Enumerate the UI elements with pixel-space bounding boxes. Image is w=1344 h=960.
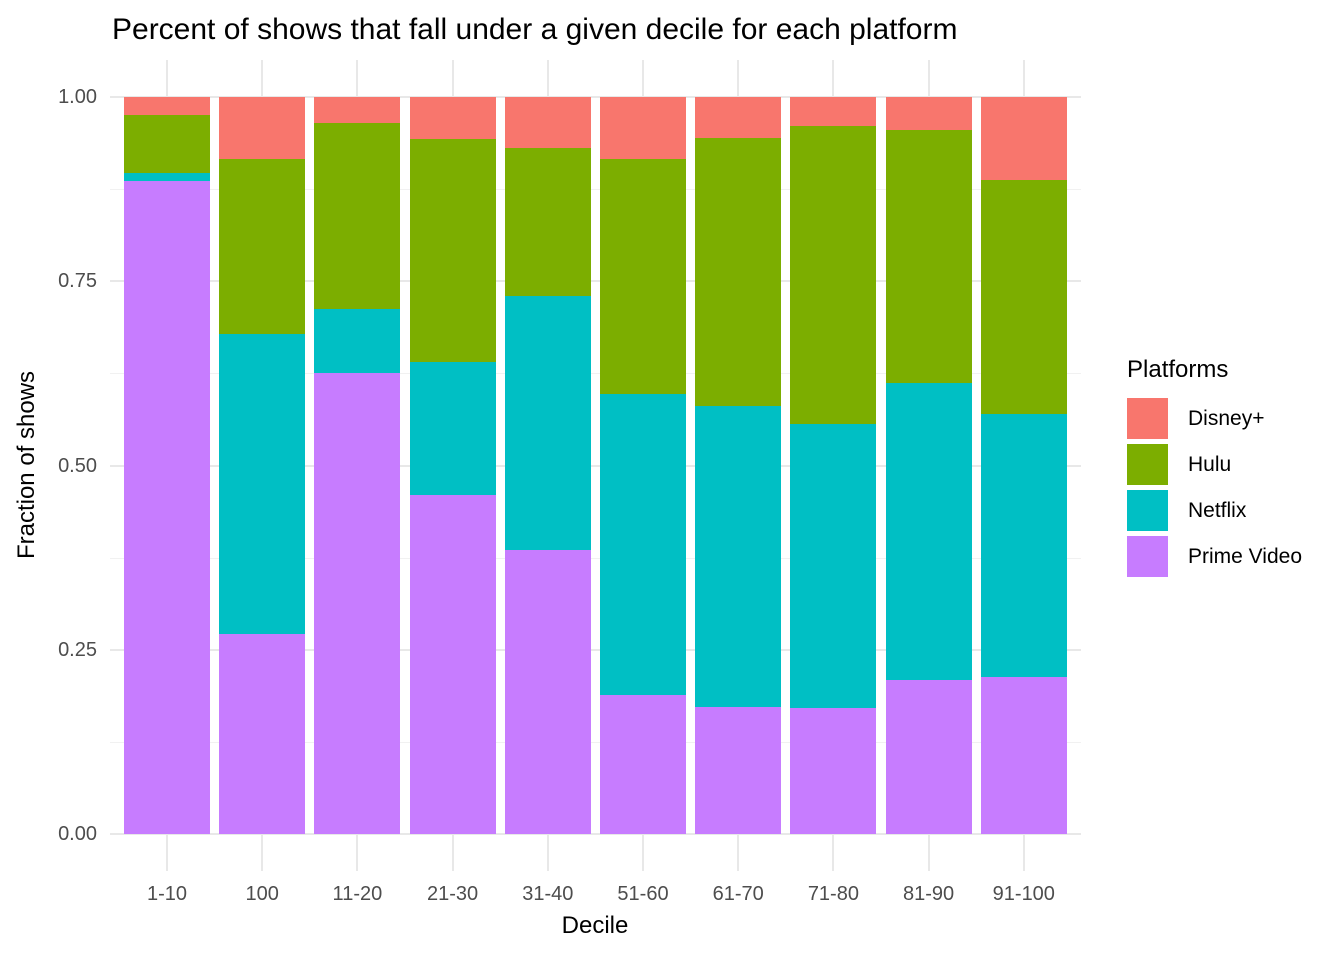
- bar-segment-prime-video: [314, 373, 401, 834]
- plot-panel: [110, 60, 1081, 871]
- bar-segment-disney-: [504, 97, 591, 148]
- bar-segment-netflix: [314, 309, 401, 374]
- bar-81-90: [885, 97, 972, 834]
- gridline-major: [110, 648, 1081, 651]
- gridline-minor: [110, 373, 1081, 375]
- y-tick-label: 0.25: [58, 638, 97, 661]
- bar-segment-prime-video: [885, 679, 972, 834]
- x-tick-label: 31-40: [522, 883, 574, 905]
- bar-segment-disney-: [219, 97, 306, 159]
- gridline-major: [110, 833, 1081, 835]
- bar-segment-prime-video: [409, 494, 496, 834]
- bar-31-40: [504, 97, 591, 834]
- legend-label: Disney+: [1188, 406, 1265, 430]
- bar-segment-disney-: [695, 97, 782, 139]
- legend-item: Disney+: [1127, 398, 1302, 439]
- bar-segment-netflix: [980, 413, 1067, 678]
- gridline-minor: [110, 741, 1081, 743]
- bar-segment-disney-: [124, 97, 210, 115]
- bar-segment-disney-: [409, 97, 496, 140]
- gridline-major: [110, 96, 1081, 98]
- bar-91-100: [980, 97, 1067, 834]
- legend-swatch-prime: [1127, 536, 1168, 577]
- bar-51-60: [600, 97, 686, 834]
- legend-item: Prime Video: [1127, 536, 1302, 577]
- x-axis-title: Decile: [561, 912, 629, 939]
- bar-segment-netflix: [219, 334, 306, 635]
- x-tick-label: 11-20: [332, 883, 383, 905]
- bar-segment-prime-video: [695, 707, 782, 834]
- bar-segment-hulu: [695, 138, 782, 406]
- bar-segment-disney-: [885, 97, 972, 131]
- bar-segment-netflix: [504, 296, 591, 551]
- x-tick-label: 91-100: [992, 883, 1055, 905]
- bar-segment-prime-video: [600, 694, 686, 834]
- y-tick-label: 0.75: [58, 270, 97, 293]
- y-tick-label: 0.50: [58, 454, 97, 477]
- bar-segment-prime-video: [504, 550, 591, 834]
- bar-segment-hulu: [219, 158, 306, 335]
- legend-label: Netflix: [1188, 498, 1247, 522]
- bar-21-30: [409, 97, 496, 834]
- bar-segment-hulu: [124, 114, 210, 173]
- gridline-major: [110, 280, 1081, 283]
- legend-swatch-disney: [1127, 398, 1168, 439]
- x-tick-label: 100: [245, 883, 279, 905]
- gridline-major: [110, 464, 1081, 467]
- legend-swatch-hulu: [1127, 444, 1168, 485]
- bar-100: [219, 97, 306, 834]
- bar-61-70: [695, 97, 782, 834]
- bar-segment-hulu: [885, 130, 972, 383]
- bar-segment-prime-video: [790, 707, 877, 834]
- bar-segment-disney-: [600, 97, 686, 159]
- x-tick-label: 81-90: [903, 883, 955, 905]
- bar-segment-netflix: [124, 172, 210, 182]
- bar-segment-prime-video: [219, 634, 306, 834]
- bar-1-10: [124, 97, 210, 834]
- x-tick-label: 1-10: [146, 883, 188, 905]
- bar-segment-hulu: [409, 139, 496, 363]
- bar-segment-netflix: [885, 382, 972, 680]
- legend-item: Netflix: [1127, 490, 1302, 531]
- bar-segment-prime-video: [124, 181, 210, 834]
- y-tick-label: 0.00: [58, 823, 97, 845]
- gridline-minor: [110, 557, 1081, 559]
- bar-11-20: [314, 97, 401, 834]
- bar-segment-disney-: [790, 97, 877, 126]
- bar-segment-prime-video: [980, 677, 1067, 834]
- bar-segment-hulu: [314, 122, 401, 310]
- x-tick-label: 51-60: [617, 883, 669, 905]
- legend: Platforms Disney+ Hulu Netflix Prime Vid…: [1127, 356, 1302, 582]
- bar-segment-disney-: [314, 97, 401, 123]
- legend-swatch-netflix: [1127, 490, 1168, 531]
- x-tick-label: 21-30: [427, 883, 479, 905]
- legend-title: Platforms: [1127, 356, 1229, 383]
- bar-segment-hulu: [600, 158, 686, 395]
- bar-segment-netflix: [790, 424, 877, 708]
- y-tick-label: 1.00: [58, 86, 97, 108]
- x-tick-label: 61-70: [712, 883, 764, 905]
- chart-title: Percent of shows that fall under a given…: [112, 13, 958, 46]
- bar-segment-disney-: [980, 97, 1067, 181]
- bar-segment-hulu: [790, 125, 877, 425]
- legend-label: Prime Video: [1188, 544, 1303, 568]
- bar-segment-netflix: [695, 405, 782, 708]
- x-tick-label: 71-80: [807, 883, 859, 905]
- bar-71-80: [790, 97, 877, 834]
- bar-segment-hulu: [504, 147, 591, 297]
- bar-segment-netflix: [409, 362, 496, 495]
- bar-segment-netflix: [600, 394, 686, 695]
- bar-segment-hulu: [980, 180, 1067, 414]
- gridline-minor: [110, 189, 1081, 191]
- legend-item: Hulu: [1127, 444, 1302, 485]
- legend-label: Hulu: [1188, 452, 1232, 476]
